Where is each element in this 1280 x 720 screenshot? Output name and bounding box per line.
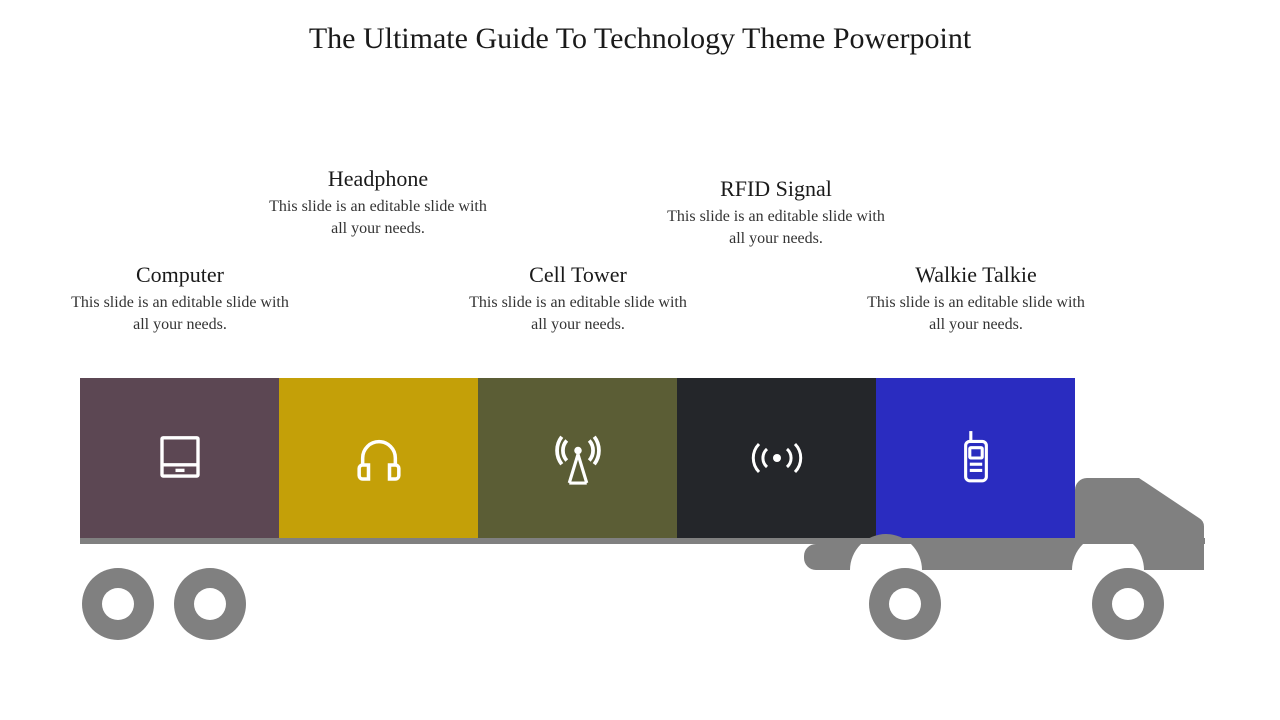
truck-graphic bbox=[0, 0, 1280, 720]
